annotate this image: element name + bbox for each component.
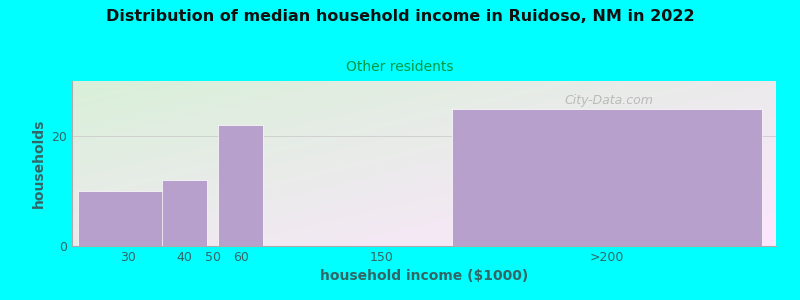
Bar	[452, 109, 762, 246]
Bar	[78, 191, 179, 246]
X-axis label: household income ($1000): household income ($1000)	[320, 269, 528, 284]
Y-axis label: households: households	[32, 119, 46, 208]
Text: City-Data.com: City-Data.com	[565, 94, 654, 107]
Bar	[162, 180, 207, 246]
Bar	[218, 125, 263, 246]
Text: Other residents: Other residents	[346, 60, 454, 74]
Text: Distribution of median household income in Ruidoso, NM in 2022: Distribution of median household income …	[106, 9, 694, 24]
